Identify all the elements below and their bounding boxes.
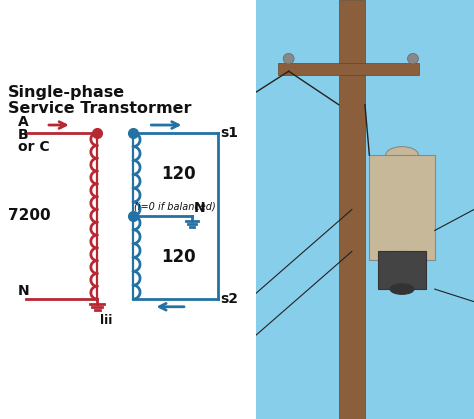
Text: 120: 120 (161, 166, 196, 183)
Text: s2: s2 (220, 292, 238, 306)
Text: (i=0 if balanced): (i=0 if balanced) (135, 201, 216, 211)
Bar (369, 155, 435, 260)
Ellipse shape (283, 54, 294, 64)
Bar (278, 63, 419, 75)
Bar (339, 0, 365, 419)
Ellipse shape (408, 54, 419, 64)
Text: B: B (18, 128, 28, 142)
Text: or C: or C (18, 140, 50, 154)
Ellipse shape (386, 251, 419, 268)
Text: 7200: 7200 (8, 208, 50, 223)
Text: Single-phase: Single-phase (8, 85, 125, 101)
Text: A: A (18, 115, 28, 129)
Ellipse shape (386, 147, 419, 163)
Text: s1: s1 (220, 126, 238, 140)
Bar (378, 251, 426, 289)
Text: N: N (194, 201, 206, 215)
Ellipse shape (390, 284, 414, 294)
Text: N: N (18, 284, 29, 298)
Text: Service Transtormer: Service Transtormer (8, 101, 191, 116)
Text: 120: 120 (161, 248, 196, 266)
Text: lii: lii (100, 314, 113, 327)
